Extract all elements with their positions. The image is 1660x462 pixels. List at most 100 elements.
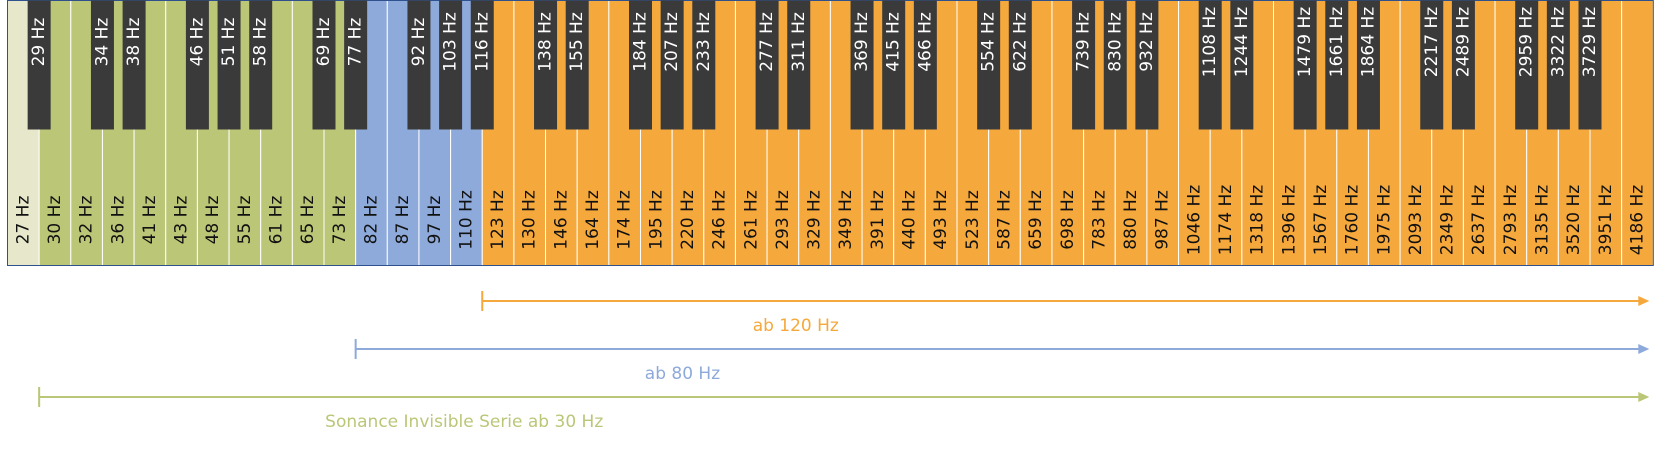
black-key [1451, 0, 1475, 130]
black-key [565, 0, 589, 130]
black-key-label: 932 Hz [1137, 12, 1157, 72]
black-key [882, 0, 906, 130]
range-label: Sonance Invisible Serie ab 30 Hz [325, 412, 603, 432]
black-key-label: 69 Hz [314, 18, 334, 67]
white-key-label: 41 Hz [140, 196, 160, 245]
black-key [629, 0, 652, 130]
black-key [692, 0, 716, 130]
black-key [1293, 0, 1317, 130]
black-key-label: 46 Hz [187, 18, 207, 67]
white-key-label: 61 Hz [267, 196, 287, 245]
white-key-label: 293 Hz [773, 190, 793, 250]
white-key-label: 1396 Hz [1279, 185, 1299, 255]
black-key-label: 369 Hz [852, 12, 872, 72]
black-key-label: 184 Hz [631, 12, 651, 72]
white-key-label: 1567 Hz [1311, 185, 1331, 255]
black-key [850, 0, 874, 130]
white-key-label: 220 Hz [678, 190, 698, 250]
black-key [185, 0, 209, 130]
white-key-label: 43 Hz [172, 196, 192, 245]
white-key-label: 1174 Hz [1216, 185, 1236, 255]
white-key-label: 3951 Hz [1596, 185, 1616, 255]
white-key-label: 1318 Hz [1248, 185, 1268, 255]
black-key-label: 1864 Hz [1358, 7, 1378, 77]
white-key-label: 523 Hz [963, 190, 983, 250]
black-key [977, 0, 1001, 130]
white-key-label: 3520 Hz [1564, 185, 1584, 255]
range-label: ab 80 Hz [645, 364, 720, 384]
black-key-label: 233 Hz [694, 12, 714, 72]
white-key-label: 329 Hz [805, 190, 825, 250]
white-key-label: 2637 Hz [1469, 185, 1489, 255]
black-key-label: 311 Hz [789, 12, 809, 72]
black-key [660, 0, 684, 130]
black-key [344, 0, 368, 130]
white-key-label: 440 Hz [900, 190, 920, 250]
black-key [1420, 0, 1444, 130]
range-label: ab 120 Hz [753, 316, 839, 336]
black-key [1103, 0, 1127, 130]
white-key-label: 48 Hz [203, 196, 223, 245]
black-key-label: 155 Hz [567, 12, 587, 72]
white-key-label: 195 Hz [646, 190, 666, 250]
white-key-label: 27 Hz [13, 196, 33, 245]
white-key-label: 146 Hz [551, 190, 571, 250]
white-key-label: 1046 Hz [1184, 185, 1204, 255]
white-key-label: 2349 Hz [1438, 185, 1458, 255]
white-key-label: 1760 Hz [1343, 185, 1363, 255]
black-key-label: 92 Hz [409, 18, 429, 67]
black-key [249, 0, 273, 130]
black-key-label: 51 Hz [219, 18, 239, 67]
white-key-label: 2093 Hz [1406, 185, 1426, 255]
arrow-head [1638, 392, 1650, 402]
black-key-label: 29 Hz [29, 18, 49, 67]
black-key [407, 0, 431, 130]
white-key-label: 73 Hz [330, 196, 350, 245]
white-key-label: 123 Hz [488, 190, 508, 250]
black-key [1135, 0, 1159, 130]
black-key [90, 0, 114, 130]
white-key-label: 174 Hz [615, 190, 635, 250]
black-key-label: 622 Hz [1010, 12, 1030, 72]
white-key-label: 110 Hz [456, 190, 476, 250]
white-key-label: 391 Hz [868, 190, 888, 250]
white-key-label: 261 Hz [741, 190, 761, 250]
white-key-label: 783 Hz [1089, 190, 1109, 250]
black-key-label: 466 Hz [915, 12, 935, 72]
white-key-label: 246 Hz [710, 190, 730, 250]
black-key-label: 2489 Hz [1453, 7, 1473, 77]
black-key-label: 207 Hz [662, 12, 682, 72]
black-key [439, 0, 463, 130]
white-key-label: 493 Hz [931, 190, 951, 250]
white-key-label: 30 Hz [45, 196, 65, 245]
black-key [1072, 0, 1096, 130]
white-key-label: 82 Hz [361, 196, 381, 245]
white-key-label: 55 Hz [235, 196, 255, 245]
black-key [1578, 0, 1602, 130]
white-key-label: 32 Hz [77, 196, 97, 245]
keyboard-border [7, 0, 1654, 266]
black-key-label: 2217 Hz [1422, 7, 1442, 77]
arrow-head [1638, 296, 1650, 306]
white-key-label: 880 Hz [1121, 190, 1141, 250]
white-key-label: 698 Hz [1058, 190, 1078, 250]
black-key [27, 0, 51, 130]
black-key [913, 0, 937, 130]
white-key-label: 987 Hz [1153, 190, 1173, 250]
black-key-label: 103 Hz [441, 12, 461, 72]
black-key [534, 0, 558, 130]
white-key-label: 349 Hz [836, 190, 856, 250]
black-key [1546, 0, 1570, 130]
black-key [1515, 0, 1539, 130]
black-key-label: 554 Hz [979, 12, 999, 72]
white-key-label: 3135 Hz [1533, 185, 1553, 255]
black-key-label: 138 Hz [536, 12, 556, 72]
white-key-label: 164 Hz [583, 190, 603, 250]
white-key-label: 659 Hz [1026, 190, 1046, 250]
black-key-label: 58 Hz [251, 18, 271, 67]
white-key-label: 97 Hz [425, 196, 445, 245]
black-key-label: 415 Hz [884, 12, 904, 72]
black-key-label: 830 Hz [1105, 12, 1125, 72]
white-key-label: 1975 Hz [1374, 185, 1394, 255]
